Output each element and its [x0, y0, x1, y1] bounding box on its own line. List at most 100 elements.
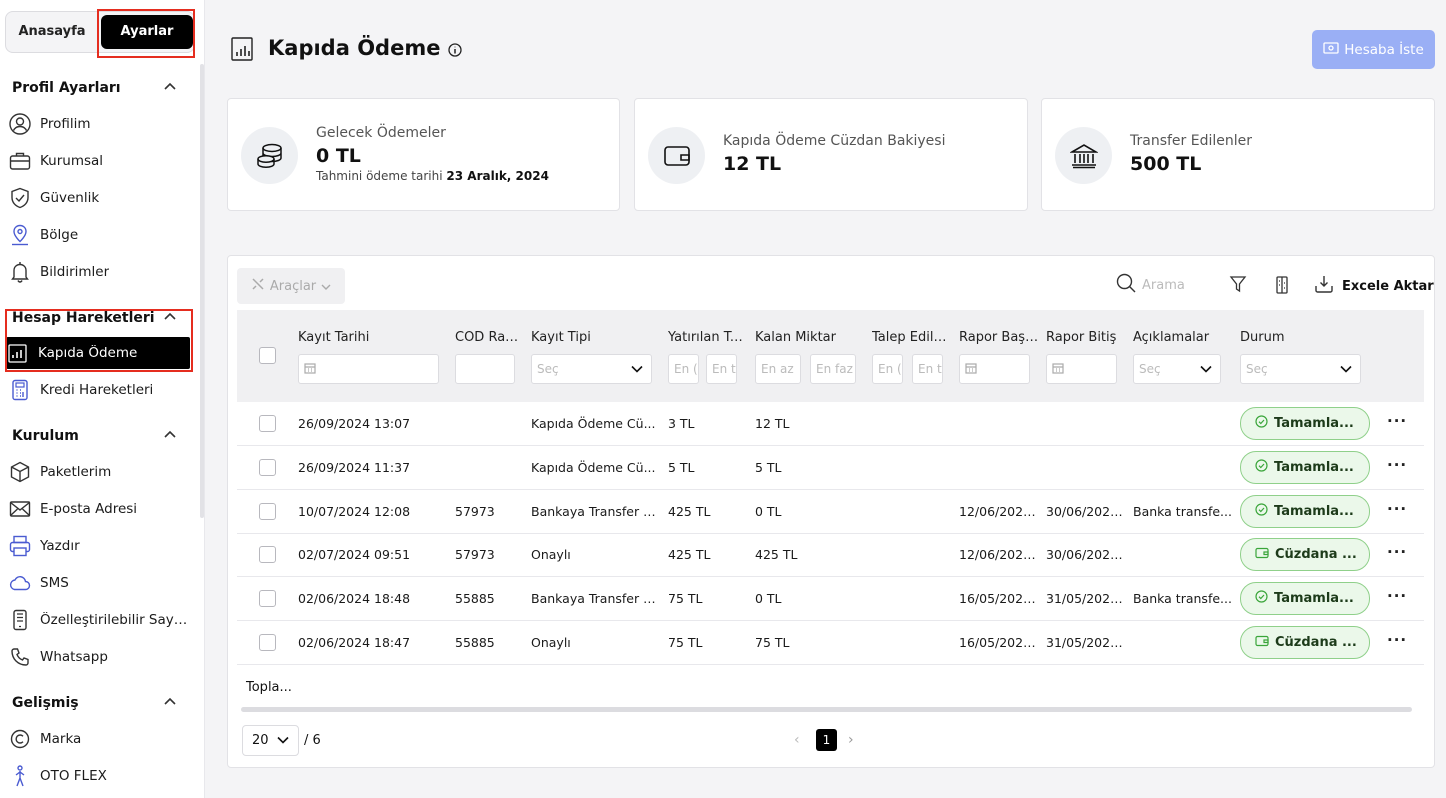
filter-icon[interactable] — [1229, 275, 1249, 295]
row-checkbox[interactable] — [259, 502, 276, 520]
sidebar-item-profilim[interactable]: Profilim — [8, 108, 190, 140]
status-badge[interactable]: Cüzdana ... — [1240, 538, 1370, 572]
cell-deposited: 425 TL — [668, 547, 711, 563]
row-actions-menu-icon[interactable]: ··· — [1387, 587, 1408, 606]
row-checkbox[interactable] — [259, 546, 276, 564]
row-actions-menu-icon[interactable]: ··· — [1387, 412, 1408, 430]
sidebar-item-paketlerim[interactable]: Paketlerim — [8, 456, 190, 488]
sidebar-item-kredi-hareketleri[interactable]: Kredi Hareketleri — [8, 374, 190, 406]
sidebar-item-kapida-odeme[interactable]: Kapıda Ödeme — [6, 337, 190, 369]
column-header[interactable]: Talep Edile... — [872, 330, 952, 345]
requested-min-filter[interactable]: En ( — [872, 354, 903, 384]
column-header[interactable]: Rapor Bitiş — [1046, 330, 1117, 345]
section-hesap-hareketleri[interactable]: Hesap Hareketleri — [12, 310, 182, 326]
table-header: Kayıt Tarihi COD Rap... Kayıt Tipi Yatır… — [237, 310, 1424, 402]
search-box[interactable]: Arama — [1116, 272, 1206, 298]
tools-dropdown[interactable]: Araçlar — [237, 268, 345, 304]
sidebar-item-oto-flex[interactable]: OTO FLEX — [8, 760, 190, 792]
sidebar-item-e-posta[interactable]: E-posta Adresi — [8, 493, 190, 525]
column-header[interactable]: Rapor Başl... — [959, 330, 1039, 345]
sidebar-item-label: Whatsapp — [40, 649, 108, 665]
export-excel-button[interactable]: Excele Aktar — [1314, 274, 1434, 298]
sidebar-item-yazdir[interactable]: Yazdır — [8, 530, 190, 562]
column-header[interactable]: Kayıt Tipi — [531, 330, 591, 345]
table-row[interactable]: 02/07/2024 09:51 57973 Onaylı 425 TL 425 TL 1… — [237, 533, 1424, 578]
section-profil-ayarlari[interactable]: Profil Ayarları — [12, 80, 182, 96]
status-label: Tamamla... — [1274, 503, 1354, 519]
status-filter[interactable]: Seç — [1240, 354, 1361, 384]
status-badge[interactable]: Cüzdana ... — [1240, 626, 1370, 659]
sidebar-item-bolge[interactable]: Bölge — [8, 219, 190, 251]
info-icon[interactable] — [448, 42, 462, 57]
deposited-max-filter[interactable]: En t — [706, 354, 737, 384]
row-actions-menu-icon[interactable]: ··· — [1387, 499, 1408, 518]
row-checkbox[interactable] — [259, 458, 276, 476]
sidebar-item-label: Kredi Hareketleri — [40, 382, 154, 398]
section-gelismis[interactable]: Gelişmiş — [12, 695, 182, 711]
select-all-checkbox[interactable] — [259, 347, 276, 364]
sidebar-item-whatsapp[interactable]: Whatsapp — [8, 641, 190, 673]
report-end-filter[interactable] — [1046, 354, 1117, 384]
sidebar-item-sms[interactable]: SMS — [8, 567, 190, 599]
sidebar-item-marka[interactable]: Marka — [8, 723, 190, 755]
row-actions-menu-icon[interactable]: ··· — [1387, 631, 1408, 649]
status-badge[interactable]: Tamamla... — [1240, 494, 1370, 528]
card-title: Kapıda Ödeme Cüzdan Bakiyesi — [723, 133, 946, 149]
section-kurulum[interactable]: Kurulum — [12, 428, 182, 444]
sidebar-item-kurumsal[interactable]: Kurumsal — [8, 145, 190, 177]
remaining-max-filter[interactable]: En faz — [810, 354, 856, 384]
wallet-icon — [648, 127, 705, 184]
card-value: 0 TL — [316, 145, 361, 167]
row-checkbox[interactable] — [259, 415, 276, 432]
sidebar-item-label: SMS — [40, 575, 69, 591]
card-wallet-balance: Kapıda Ödeme Cüzdan Bakiyesi 12 TL — [634, 98, 1028, 211]
table-row[interactable]: 02/06/2024 18:48 55885 Bankaya Transfer T.… — [237, 577, 1424, 622]
table-row[interactable]: 10/07/2024 12:08 57973 Bankaya Transfer T.… — [237, 490, 1424, 534]
request-to-account-button[interactable]: Hesaba İste — [1312, 30, 1435, 69]
chevron-up-icon — [164, 309, 176, 323]
horizontal-scrollbar[interactable] — [241, 707, 1412, 712]
sidebar-item-bildirimler[interactable]: Bildirimler — [8, 256, 190, 288]
page-size-select[interactable]: 20 — [242, 725, 299, 756]
status-badge[interactable]: Tamamla... — [1240, 450, 1370, 484]
tab-settings[interactable]: Ayarlar — [101, 15, 193, 49]
prev-page-button[interactable]: ‹ — [794, 732, 800, 748]
cell-date: 02/06/2024 18:47 — [298, 635, 411, 650]
cell-cod: 55885 — [455, 635, 495, 650]
table-row[interactable]: 02/06/2024 18:47 55885 Onaylı 75 TL 75 TL 16/… — [237, 621, 1424, 665]
printer-icon — [8, 534, 32, 558]
sidebar-scrollbar[interactable] — [200, 64, 204, 518]
requested-max-filter[interactable]: En t — [912, 354, 943, 384]
column-header[interactable]: Kayıt Tarihi — [298, 330, 370, 345]
report-start-filter[interactable] — [959, 354, 1030, 384]
sidebar-item-ozellestirilebilir[interactable]: Özelleştirilebilir Sayfa... — [8, 604, 190, 636]
remaining-min-filter[interactable]: En az — [755, 354, 801, 384]
deposited-min-filter[interactable]: En ( — [668, 354, 699, 384]
next-page-button[interactable]: › — [848, 732, 854, 748]
row-actions-menu-icon[interactable]: ··· — [1387, 543, 1408, 562]
column-header[interactable]: Açıklamalar — [1133, 330, 1210, 345]
current-page-button[interactable]: 1 — [816, 729, 837, 751]
status-badge[interactable]: Tamamla... — [1240, 407, 1370, 440]
cell-remaining: 5 TL — [755, 459, 782, 475]
column-header[interactable]: Durum — [1240, 330, 1285, 345]
type-filter[interactable]: Seç — [531, 354, 652, 384]
row-actions-menu-icon[interactable]: ··· — [1387, 455, 1408, 474]
search-input[interactable]: Arama — [1142, 277, 1185, 293]
chevron-down-icon — [631, 362, 643, 376]
table-row[interactable]: 26/09/2024 13:07 Kapıda Ödeme Cü... 3 TL 12… — [237, 402, 1424, 446]
column-header[interactable]: Kalan Miktar — [755, 330, 836, 345]
sidebar-item-guvenlik[interactable]: Güvenlik — [8, 182, 190, 214]
column-header[interactable]: COD Rap... — [455, 330, 521, 345]
table-row[interactable]: 26/09/2024 11:37 Kapıda Ödeme Cü... 5 TL 5 … — [237, 446, 1424, 490]
date-filter[interactable] — [298, 354, 439, 384]
row-checkbox[interactable] — [259, 590, 276, 608]
tab-home[interactable]: Anasayfa — [18, 24, 86, 39]
description-filter[interactable]: Seç — [1133, 354, 1221, 384]
status-badge[interactable]: Tamamla... — [1240, 582, 1370, 616]
cod-report-filter[interactable] — [455, 354, 515, 384]
cell-type: Onaylı — [531, 547, 571, 563]
column-settings-icon[interactable] — [1275, 275, 1295, 295]
column-header[interactable]: Yatırılan Tu... — [668, 330, 748, 345]
row-checkbox[interactable] — [259, 634, 276, 651]
